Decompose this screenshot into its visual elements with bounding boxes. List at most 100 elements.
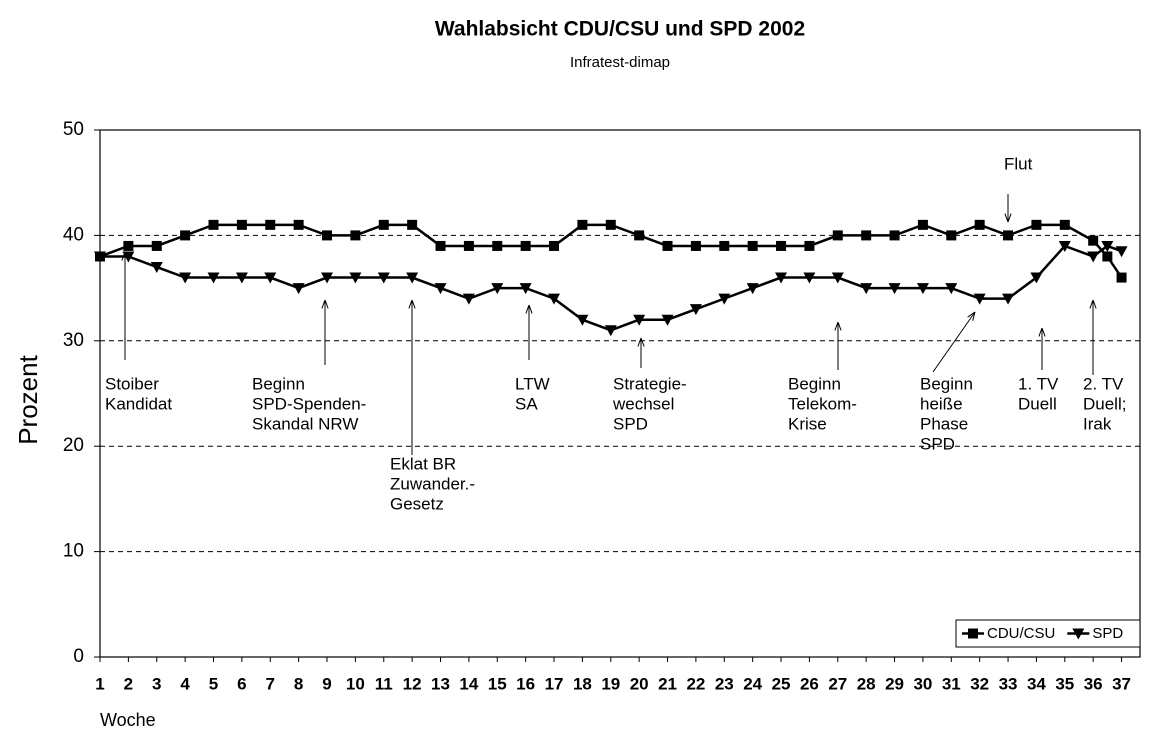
x-axis-label: Woche <box>100 710 156 730</box>
marker <box>1003 230 1014 241</box>
arrow-head <box>321 299 329 309</box>
marker <box>577 219 588 230</box>
y-tick-label: 0 <box>73 646 84 667</box>
marker <box>1059 219 1070 230</box>
marker <box>718 293 731 305</box>
marker <box>520 240 531 251</box>
x-tick-label: 9 <box>322 674 331 693</box>
arrow-head <box>1004 213 1012 223</box>
x-tick-label: 21 <box>658 674 677 693</box>
x-tick-label: 13 <box>431 674 450 693</box>
marker <box>803 272 816 284</box>
marker <box>179 272 192 284</box>
marker <box>1088 235 1099 246</box>
x-tick-label: 1 <box>95 674 104 693</box>
annotation: Telekom- <box>788 394 857 413</box>
marker <box>407 219 418 230</box>
legend-label: SPD <box>1092 625 1123 642</box>
marker <box>719 240 730 251</box>
annotation: Strategie- <box>613 374 687 393</box>
marker <box>350 230 361 241</box>
annotation: wechsel <box>612 394 674 413</box>
annotation-arrow <box>932 311 976 373</box>
chart-title: Wahlabsicht CDU/CSU und SPD 2002 <box>435 18 805 41</box>
marker <box>264 272 277 284</box>
marker <box>775 272 788 284</box>
annotation: SA <box>515 394 538 413</box>
annotation: Beginn <box>788 374 841 393</box>
x-tick-label: 20 <box>630 674 649 693</box>
annotation: Phase <box>920 414 968 433</box>
x-tick-label: 19 <box>601 674 620 693</box>
y-tick-label: 50 <box>63 119 84 140</box>
marker <box>604 325 617 337</box>
arrow-head <box>121 251 129 261</box>
x-tick-label: 7 <box>266 674 275 693</box>
marker <box>888 283 901 295</box>
marker <box>1087 251 1100 263</box>
marker <box>151 240 162 251</box>
annotation: Eklat BR <box>390 454 456 473</box>
marker <box>236 219 247 230</box>
x-tick-label: 37 <box>1112 674 1131 693</box>
marker <box>746 283 759 295</box>
marker <box>1072 628 1085 640</box>
marker <box>1058 240 1071 252</box>
marker <box>804 240 815 251</box>
marker <box>968 628 978 639</box>
x-tick-label: 27 <box>828 674 847 693</box>
arrow-head <box>834 321 842 331</box>
annotation: 1. TV <box>1018 374 1059 393</box>
legend-label: CDU/CSU <box>987 625 1055 642</box>
annotation: heiße <box>920 394 963 413</box>
x-tick-label: 3 <box>152 674 161 693</box>
x-tick-label: 34 <box>1027 674 1046 693</box>
marker <box>208 219 219 230</box>
marker <box>548 293 561 305</box>
marker <box>945 283 958 295</box>
arrow-head <box>1089 299 1097 309</box>
marker <box>1101 240 1114 252</box>
marker <box>973 293 986 305</box>
x-tick-label: 22 <box>686 674 705 693</box>
annotation: LTW <box>515 374 550 393</box>
x-tick-label: 26 <box>800 674 819 693</box>
marker <box>292 283 305 295</box>
annotation: Beginn <box>252 374 305 393</box>
marker <box>180 230 191 241</box>
x-tick-label: 25 <box>772 674 791 693</box>
marker <box>916 283 929 295</box>
marker <box>747 240 758 251</box>
annotation: Stoiber <box>105 374 159 393</box>
annotation: Duell <box>1018 394 1057 413</box>
marker <box>1002 293 1015 305</box>
marker <box>831 272 844 284</box>
x-tick-label: 23 <box>715 674 734 693</box>
marker <box>690 240 701 251</box>
marker <box>491 283 504 295</box>
marker <box>322 230 333 241</box>
x-tick-label: 17 <box>545 674 564 693</box>
y-tick-label: 30 <box>63 330 84 351</box>
annotation: SPD <box>920 434 955 453</box>
marker <box>776 240 787 251</box>
marker <box>463 240 474 251</box>
x-tick-label: 6 <box>237 674 246 693</box>
marker <box>605 219 616 230</box>
annotation: Zuwander.- <box>390 474 475 493</box>
x-tick-label: 28 <box>857 674 876 693</box>
marker <box>1116 272 1127 283</box>
y-axis-label: Prozent <box>13 354 43 444</box>
annotation: Gesetz <box>390 494 444 513</box>
arrow-head <box>408 299 416 309</box>
marker <box>462 293 475 305</box>
x-tick-label: 32 <box>970 674 989 693</box>
x-tick-label: 24 <box>743 674 762 693</box>
annotation: Duell; <box>1083 394 1126 413</box>
y-tick-label: 20 <box>63 435 84 456</box>
marker <box>293 219 304 230</box>
x-tick-label: 15 <box>488 674 507 693</box>
marker <box>889 230 900 241</box>
marker <box>349 272 362 284</box>
